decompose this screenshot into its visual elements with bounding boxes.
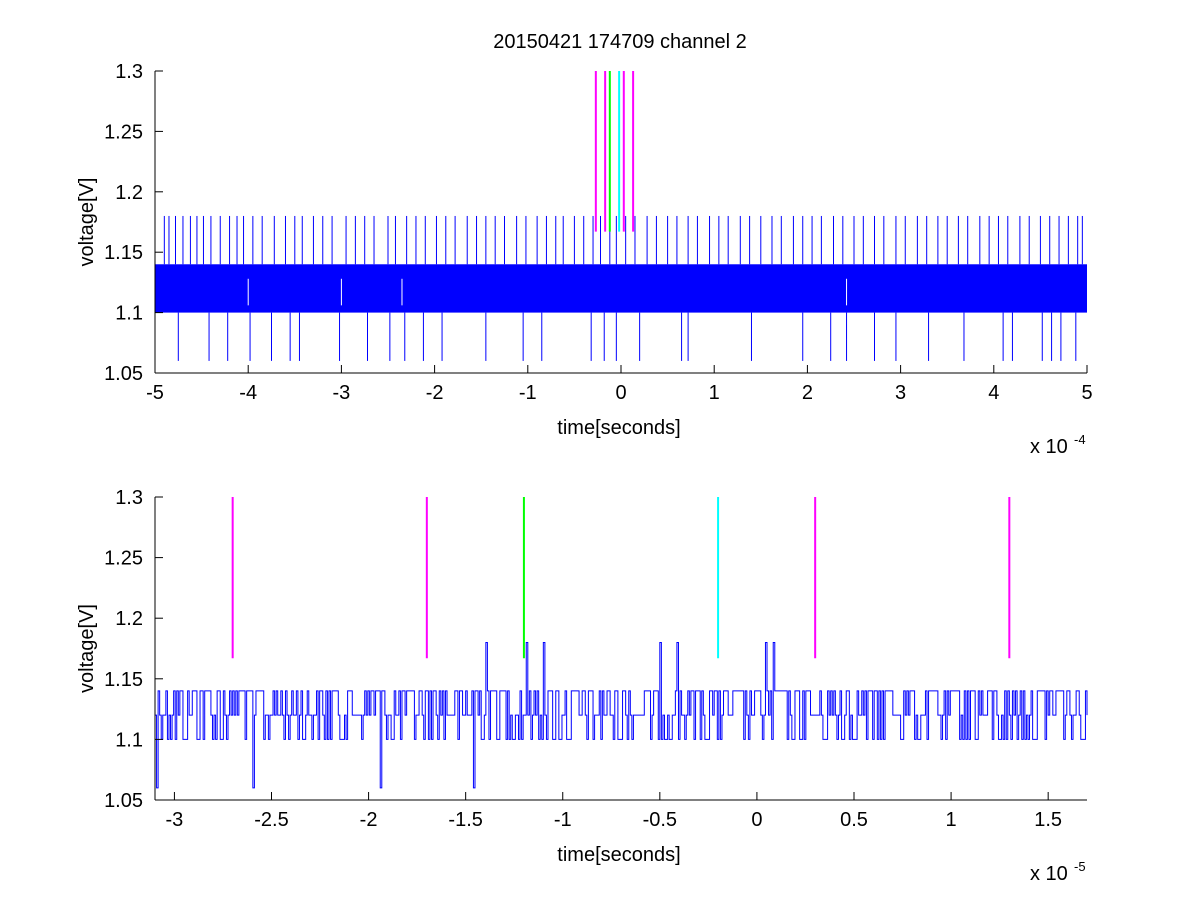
y-tick-label: 1.2 [115,608,143,630]
x-tick-label: 1 [946,809,957,831]
x-tick-label: -3 [166,809,184,831]
x-tick-label: 0 [615,382,626,404]
x-tick-label: -5 [146,382,164,404]
x-tick-label: 0 [751,809,762,831]
x-tick-label: -4 [239,382,257,404]
x-tick-label: 1.5 [1034,809,1062,831]
y-tick-label: 1.2 [115,182,143,204]
y-tick-label: 1.15 [104,669,143,691]
x-axis-label: time[seconds] [557,417,680,439]
x-tick-label: 2 [802,382,813,404]
y-tick-label: 1.3 [115,487,143,509]
x-tick-label: -3 [333,382,351,404]
x-tick-label: 5 [1081,382,1092,404]
y-tick-label: 1.25 [104,121,143,143]
y-axis-label: voltage[V] [76,178,98,267]
y-tick-label: 1.15 [104,242,143,264]
x-tick-label: -1 [554,809,572,831]
x-tick-label: -1 [519,382,537,404]
x-tick-label: -1.5 [448,809,482,831]
y-axis-label: voltage[V] [76,604,98,693]
y-tick-label: 1.05 [104,790,143,812]
y-tick-label: 1.1 [115,729,143,751]
x-axis-label: time[seconds] [557,844,680,866]
y-tick-label: 1.3 [115,61,143,83]
y-tick-label: 1.05 [104,363,143,385]
x-multiplier-exponent: -5 [1074,859,1086,874]
x-tick-label: -2 [360,809,378,831]
y-tick-label: 1.25 [104,548,143,570]
signal-band [155,264,1087,313]
x-multiplier-label: x 10 [1030,436,1068,458]
x-tick-label: 1 [709,382,720,404]
x-tick-label: 0.5 [840,809,868,831]
x-tick-label: -2.5 [254,809,288,831]
figure-title: 20150421 174709 channel 2 [493,31,747,53]
bottom-subplot: -3 -2.5 -2 -1.5 -1 -0.5 0 0.5 1 1.5 1.05 1.1 1.15 1.2… [76,487,1088,885]
x-multiplier-exponent: -4 [1074,432,1086,447]
x-multiplier-label: x 10 [1030,863,1068,885]
signal-trace [155,641,1088,789]
x-tick-label: -2 [426,382,444,404]
x-tick-label: 3 [895,382,906,404]
y-tick-label: 1.1 [115,303,143,325]
x-tick-label: 4 [988,382,999,404]
x-tick-label: -0.5 [643,809,677,831]
top-subplot: -5 -4 -3 -2 -1 0 1 2 3 4 5 1.05 1.1 1.15 1.2 1.25 1.3 tim… [76,61,1093,458]
